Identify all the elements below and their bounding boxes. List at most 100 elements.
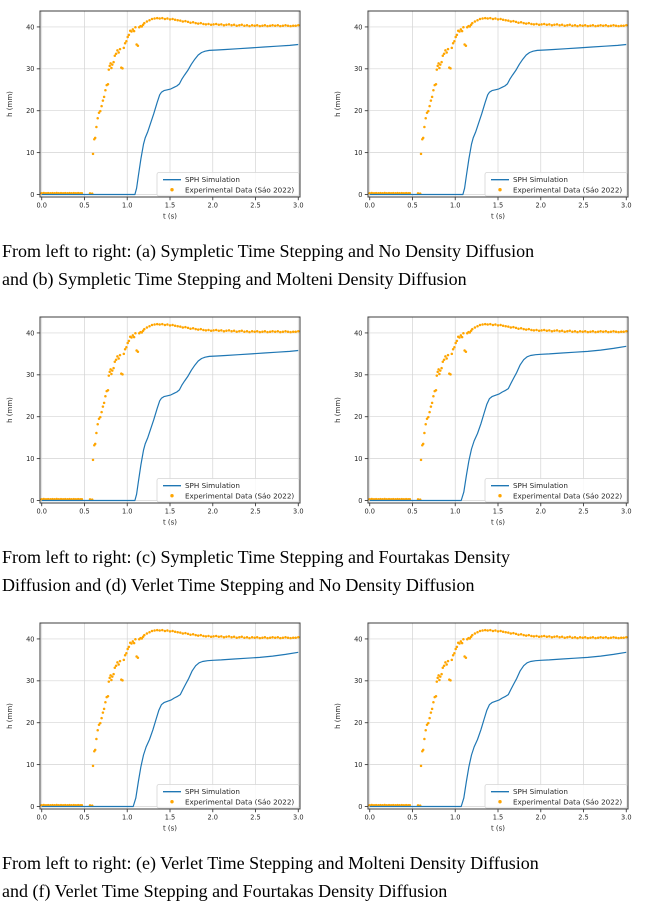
exp-point — [140, 25, 144, 28]
exp-point — [400, 803, 404, 807]
exp-point — [381, 191, 384, 195]
exp-point — [196, 634, 200, 637]
exp-point — [271, 23, 274, 27]
exp-point — [209, 329, 213, 333]
y-tick-label: 40 — [354, 635, 362, 643]
exp-point — [72, 191, 76, 195]
gridlines — [368, 11, 628, 197]
exp-point — [535, 634, 538, 638]
exp-point — [514, 632, 518, 636]
exp-point — [253, 636, 256, 639]
exp-point — [291, 330, 295, 333]
sim-line — [369, 345, 627, 502]
exp-point — [607, 24, 610, 28]
exp-point — [494, 629, 497, 632]
exp-point — [145, 632, 149, 635]
exp-point — [91, 764, 95, 768]
exp-point — [80, 803, 84, 807]
exp-point — [163, 17, 167, 21]
exp-point — [589, 24, 592, 27]
chart-row-1: 0.0 0.5 1.0 1.5 2.0 2.5 3.0 0 10 20 30 40 t (s) h (mm… — [0, 0, 657, 228]
exp-point — [171, 629, 174, 633]
exp-point — [66, 191, 69, 195]
exp-point — [55, 191, 58, 195]
exp-point — [383, 497, 386, 501]
exp-point — [446, 353, 450, 357]
exp-point — [155, 322, 159, 326]
legend-dot-sample — [498, 800, 502, 804]
exp-point — [179, 19, 182, 22]
exp-point — [471, 327, 474, 331]
exp-point — [374, 803, 378, 807]
exp-point — [550, 329, 554, 333]
exp-point — [379, 191, 382, 195]
y-tick-label: 40 — [26, 23, 34, 31]
exp-point — [449, 67, 452, 70]
exp-point — [440, 366, 443, 370]
exp-point — [599, 329, 602, 333]
exp-point — [168, 324, 172, 327]
exp-point — [481, 629, 484, 632]
exp-point — [558, 635, 561, 639]
exp-point — [394, 803, 397, 807]
exp-point — [383, 191, 386, 195]
x-tick-label: 0.0 — [36, 508, 47, 516]
exp-point — [614, 636, 618, 639]
exp-point — [97, 111, 101, 115]
exp-points — [40, 322, 300, 501]
exp-point — [297, 329, 300, 333]
exp-point — [444, 355, 447, 358]
y-tick-label: 0 — [358, 803, 362, 811]
exp-point — [238, 329, 241, 333]
exp-point — [127, 33, 131, 37]
exp-point — [596, 24, 600, 27]
x-tick-label: 3.0 — [293, 508, 304, 516]
exp-point — [453, 345, 456, 349]
exp-point — [509, 326, 513, 329]
exp-point — [112, 672, 115, 676]
x-tick-label: 2.5 — [578, 202, 589, 210]
exp-point — [400, 497, 404, 501]
exp-point — [207, 328, 210, 332]
exp-point — [486, 17, 489, 20]
exp-point — [108, 370, 111, 374]
exp-point — [571, 24, 574, 27]
figure-row-1: 0.0 0.5 1.0 1.5 2.0 2.5 3.0 0 10 20 30 40 t (s) h (mm… — [0, 0, 657, 293]
exp-point — [408, 497, 412, 501]
exp-point — [446, 47, 450, 51]
exp-point — [106, 695, 110, 698]
exp-point — [379, 803, 382, 807]
exp-point — [250, 635, 254, 639]
exp-point — [40, 803, 43, 807]
x-tick-label: 3.0 — [293, 202, 304, 210]
exp-point — [489, 628, 492, 632]
exp-point — [524, 22, 528, 25]
x-tick-label: 1.5 — [493, 202, 504, 210]
exp-point — [240, 23, 244, 27]
y-tick-label: 10 — [354, 455, 362, 463]
exp-point — [563, 24, 566, 27]
exp-point — [101, 405, 105, 408]
exp-point — [276, 23, 280, 27]
exp-point — [512, 325, 515, 329]
chart-panel-a: 0.0 0.5 1.0 1.5 2.0 2.5 3.0 0 10 20 30 40 t (s) h (mm… — [0, 0, 328, 228]
exp-point — [202, 328, 205, 332]
exp-point — [444, 661, 447, 664]
axis-tick-labels: 0.0 0.5 1.0 1.5 2.0 2.5 3.0 0 10 20 30 40 — [354, 635, 631, 821]
y-tick-label: 10 — [26, 149, 34, 157]
exp-point — [273, 636, 277, 639]
exp-point — [96, 116, 99, 120]
exp-point — [424, 728, 427, 732]
exp-point — [612, 23, 615, 27]
exp-point — [266, 636, 269, 640]
exp-point — [619, 636, 623, 639]
exp-point — [491, 17, 495, 21]
exp-point — [63, 191, 67, 195]
exp-point — [72, 803, 76, 807]
exp-point — [614, 330, 618, 333]
exp-point — [107, 68, 111, 71]
exp-point — [450, 658, 454, 662]
axis-ticks — [36, 638, 299, 813]
